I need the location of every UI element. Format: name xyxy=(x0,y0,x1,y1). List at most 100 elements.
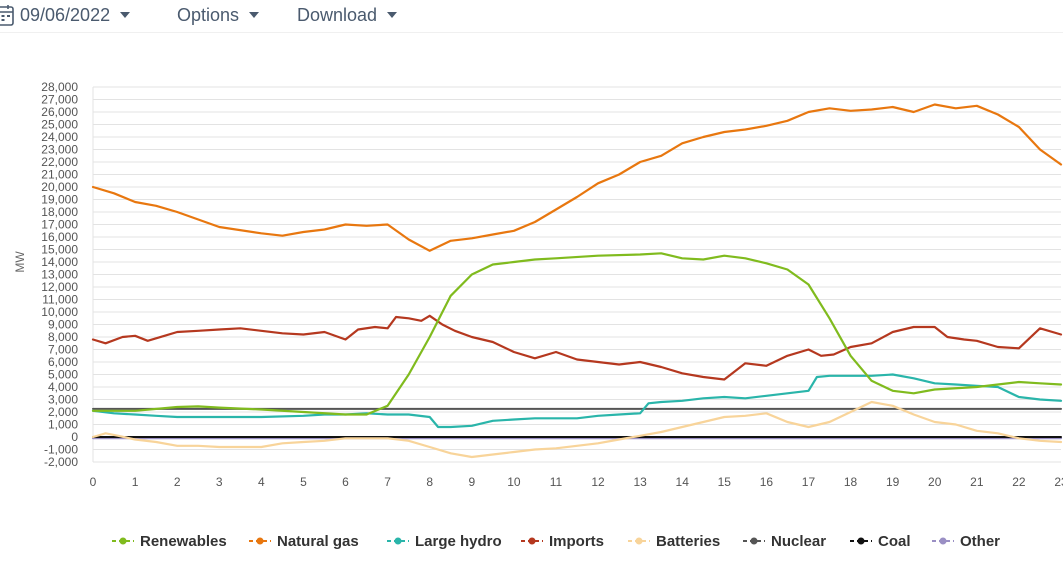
y-tick-label: 12,000 xyxy=(41,280,78,294)
legend-item-natural-gas[interactable]: Natural gas xyxy=(249,528,359,554)
date-label: 09/06/2022 xyxy=(20,4,111,25)
grid xyxy=(92,86,1061,463)
toolbar: 09/06/2022 Options Download xyxy=(0,0,1063,33)
y-tick-label: 19,000 xyxy=(41,193,78,207)
legend-marker-icon xyxy=(628,537,650,545)
x-tick-label: 12 xyxy=(591,475,605,489)
y-tick-label: 16,000 xyxy=(41,230,78,244)
x-tick-label: 7 xyxy=(384,475,391,489)
date-picker[interactable]: 09/06/2022 xyxy=(0,0,131,30)
x-tick-label: 13 xyxy=(633,475,647,489)
y-axis-label: MW xyxy=(13,251,27,273)
series-line-large-hydro[interactable] xyxy=(91,373,1063,429)
x-tick-label: 23 xyxy=(1054,475,1063,489)
x-tick-label: 6 xyxy=(342,475,349,489)
series-group xyxy=(91,103,1063,459)
legend-marker-icon xyxy=(932,537,954,545)
x-tick-label: 18 xyxy=(844,475,858,489)
legend-marker-icon xyxy=(387,537,409,545)
x-tick-label: 15 xyxy=(718,475,732,489)
line-chart: 28,00027,00026,00025,00024,00023,00022,0… xyxy=(13,80,1063,489)
x-tick-label: 2 xyxy=(174,475,181,489)
legend-item-renewables[interactable]: Renewables xyxy=(112,528,227,554)
legend-item-coal[interactable]: Coal xyxy=(850,528,911,554)
x-tick-label: 1 xyxy=(132,475,139,489)
legend-marker-icon xyxy=(112,537,134,545)
download-label: Download xyxy=(297,4,378,25)
options-dropdown[interactable]: Options xyxy=(177,0,260,30)
y-tick-label: 20,000 xyxy=(41,180,78,194)
y-tick-label: 0 xyxy=(71,430,78,444)
series-line-natural-gas[interactable] xyxy=(91,103,1063,252)
legend-item-imports[interactable]: Imports xyxy=(521,528,604,554)
y-tick-label: -1,000 xyxy=(44,443,78,457)
y-tick-label: 25,000 xyxy=(41,118,78,132)
y-tick-label: 28,000 xyxy=(41,80,78,94)
legend-item-nuclear[interactable]: Nuclear xyxy=(743,528,826,554)
legend-label: Imports xyxy=(549,532,605,550)
series-line-imports[interactable] xyxy=(91,314,1063,381)
x-tick-label: 20 xyxy=(928,475,942,489)
y-tick-label: 3,000 xyxy=(48,393,78,407)
series-line-renewables[interactable] xyxy=(91,252,1063,416)
x-tick-label: 10 xyxy=(507,475,521,489)
y-tick-label: 8,000 xyxy=(48,330,78,344)
y-tick-label: 7,000 xyxy=(48,343,78,357)
legend-marker-icon xyxy=(249,537,271,545)
y-tick-label: 23,000 xyxy=(41,143,78,157)
x-tick-label: 8 xyxy=(426,475,433,489)
legend-item-other[interactable]: Other xyxy=(932,528,1000,554)
y-axis: 28,00027,00026,00025,00024,00023,00022,0… xyxy=(41,80,78,469)
legend-item-large-hydro[interactable]: Large hydro xyxy=(387,528,502,554)
y-tick-label: 17,000 xyxy=(41,218,78,232)
y-tick-label: 13,000 xyxy=(41,268,78,282)
y-tick-label: 1,000 xyxy=(48,418,78,432)
legend-marker-icon xyxy=(850,537,872,545)
legend-label: Large hydro xyxy=(415,532,502,550)
y-tick-label: 2,000 xyxy=(48,405,78,419)
x-tick-label: 11 xyxy=(550,475,563,489)
x-tick-label: 9 xyxy=(468,475,475,489)
y-tick-label: 4,000 xyxy=(48,380,78,394)
y-tick-label: 5,000 xyxy=(48,368,78,382)
chevron-down-icon xyxy=(249,12,260,18)
x-axis: 01234567891011121314151617181920212223 xyxy=(90,475,1063,489)
legend-marker-icon xyxy=(521,537,543,545)
x-tick-label: 21 xyxy=(970,475,984,489)
calendar-icon xyxy=(0,5,14,26)
x-tick-label: 17 xyxy=(802,475,816,489)
y-tick-label: 18,000 xyxy=(41,205,78,219)
y-tick-label: -2,000 xyxy=(44,455,78,469)
y-tick-label: 6,000 xyxy=(48,355,78,369)
y-tick-label: 22,000 xyxy=(41,155,78,169)
legend-label: Renewables xyxy=(140,532,227,550)
options-label: Options xyxy=(177,4,240,25)
x-tick-label: 4 xyxy=(258,475,265,489)
x-tick-label: 19 xyxy=(886,475,900,489)
legend-marker-icon xyxy=(743,537,765,545)
download-dropdown[interactable]: Download xyxy=(297,0,398,30)
y-tick-label: 15,000 xyxy=(41,243,78,257)
series-line-batteries[interactable] xyxy=(91,400,1063,459)
legend-label: Nuclear xyxy=(771,532,827,550)
chevron-down-icon xyxy=(120,12,131,18)
x-tick-label: 5 xyxy=(300,475,307,489)
y-tick-label: 10,000 xyxy=(41,305,78,319)
legend-item-batteries[interactable]: Batteries xyxy=(628,528,720,554)
x-tick-label: 16 xyxy=(760,475,774,489)
y-tick-label: 24,000 xyxy=(41,130,78,144)
x-tick-label: 3 xyxy=(216,475,223,489)
legend-label: Natural gas xyxy=(277,532,359,550)
legend: Renewables Natural gas Large hydro Imports B… xyxy=(0,528,1063,554)
legend-label: Batteries xyxy=(656,532,721,550)
y-tick-label: 26,000 xyxy=(41,105,78,119)
chevron-down-icon xyxy=(387,12,398,18)
x-tick-label: 22 xyxy=(1012,475,1026,489)
y-tick-label: 11,000 xyxy=(42,293,78,307)
y-tick-label: 9,000 xyxy=(48,318,78,332)
y-tick-label: 27,000 xyxy=(41,93,78,107)
x-tick-label: 0 xyxy=(90,475,97,489)
legend-label: Other xyxy=(960,532,1001,550)
legend-label: Coal xyxy=(878,532,911,550)
y-tick-label: 21,000 xyxy=(41,168,78,182)
